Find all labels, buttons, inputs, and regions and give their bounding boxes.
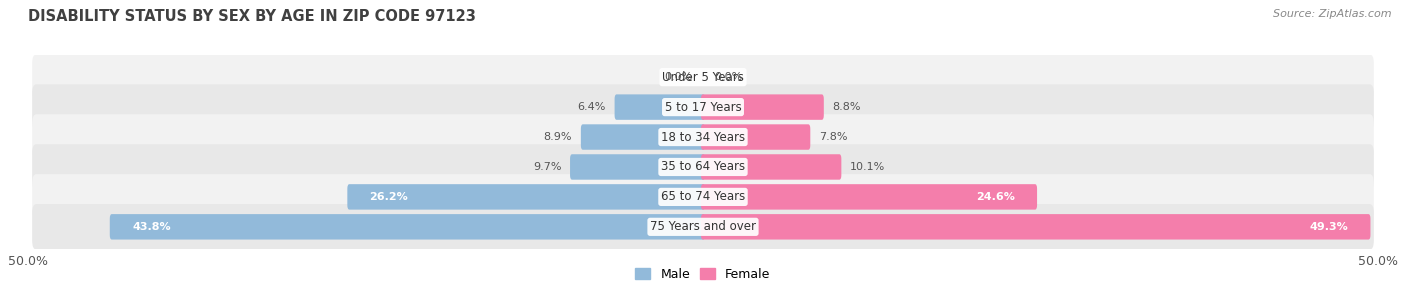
- FancyBboxPatch shape: [702, 124, 810, 150]
- Text: Source: ZipAtlas.com: Source: ZipAtlas.com: [1274, 9, 1392, 19]
- FancyBboxPatch shape: [581, 124, 704, 150]
- FancyBboxPatch shape: [110, 214, 704, 240]
- Text: 24.6%: 24.6%: [976, 192, 1015, 202]
- Text: 8.9%: 8.9%: [544, 132, 572, 142]
- Text: Under 5 Years: Under 5 Years: [662, 71, 744, 84]
- FancyBboxPatch shape: [347, 184, 704, 210]
- Legend: Male, Female: Male, Female: [630, 263, 776, 286]
- Text: 8.8%: 8.8%: [832, 102, 860, 112]
- FancyBboxPatch shape: [702, 184, 1038, 210]
- Text: DISABILITY STATUS BY SEX BY AGE IN ZIP CODE 97123: DISABILITY STATUS BY SEX BY AGE IN ZIP C…: [28, 9, 477, 24]
- Text: 5 to 17 Years: 5 to 17 Years: [665, 101, 741, 114]
- Text: 75 Years and over: 75 Years and over: [650, 220, 756, 233]
- Text: 65 to 74 Years: 65 to 74 Years: [661, 190, 745, 203]
- FancyBboxPatch shape: [32, 204, 1374, 250]
- Text: 49.3%: 49.3%: [1309, 222, 1348, 232]
- Text: 6.4%: 6.4%: [578, 102, 606, 112]
- Text: 43.8%: 43.8%: [132, 222, 170, 232]
- FancyBboxPatch shape: [702, 94, 824, 120]
- FancyBboxPatch shape: [702, 214, 1371, 240]
- Text: 18 to 34 Years: 18 to 34 Years: [661, 130, 745, 143]
- Text: 9.7%: 9.7%: [533, 162, 561, 172]
- Text: 0.0%: 0.0%: [664, 72, 692, 82]
- Text: 10.1%: 10.1%: [851, 162, 886, 172]
- Text: 35 to 64 Years: 35 to 64 Years: [661, 161, 745, 174]
- FancyBboxPatch shape: [32, 174, 1374, 220]
- FancyBboxPatch shape: [614, 94, 704, 120]
- FancyBboxPatch shape: [702, 154, 841, 180]
- FancyBboxPatch shape: [32, 144, 1374, 190]
- FancyBboxPatch shape: [569, 154, 704, 180]
- Text: 0.0%: 0.0%: [714, 72, 742, 82]
- FancyBboxPatch shape: [32, 114, 1374, 160]
- FancyBboxPatch shape: [32, 54, 1374, 100]
- Text: 7.8%: 7.8%: [820, 132, 848, 142]
- Text: 26.2%: 26.2%: [370, 192, 408, 202]
- FancyBboxPatch shape: [32, 84, 1374, 130]
